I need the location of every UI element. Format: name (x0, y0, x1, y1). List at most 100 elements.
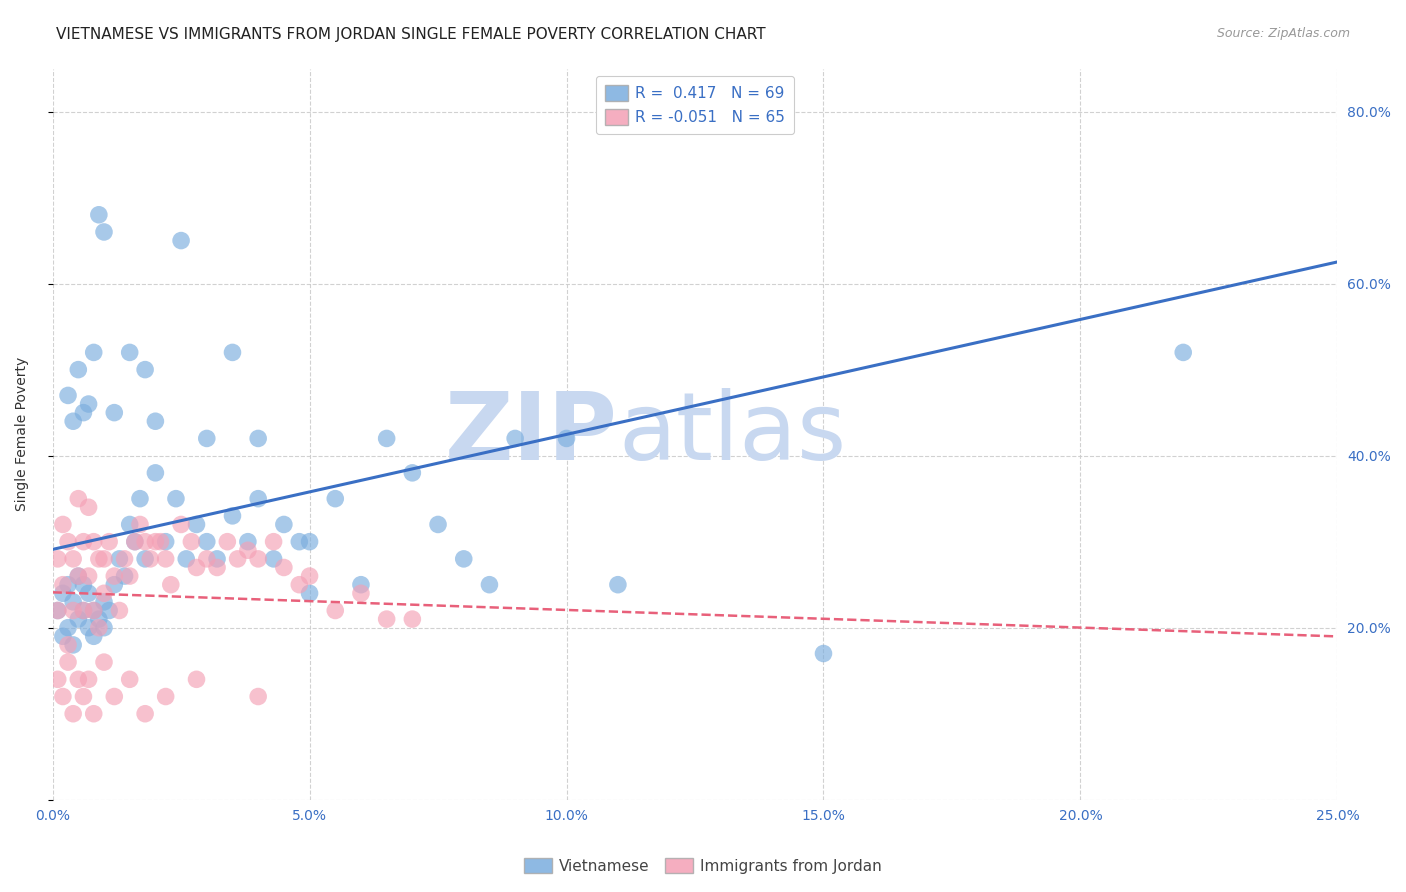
Point (478, 577, 501, 591)
Point (83, 629, 105, 643)
Point (87, 552, 110, 566)
Point (52, 517, 75, 532)
Point (77, 586, 100, 600)
Legend: Vietnamese, Immigrants from Jordan: Vietnamese, Immigrants from Jordan (517, 852, 889, 880)
Point (52, 690, 75, 704)
Point (77, 621, 100, 635)
Point (56, 534, 79, 549)
Point (87, 621, 110, 635)
Point (114, 569, 136, 583)
Point (56, 655, 79, 669)
Point (67, 569, 90, 583)
Point (186, 560, 208, 574)
Point (103, 569, 125, 583)
Point (247, 432, 270, 446)
Point (52, 577, 75, 591)
Point (62, 603, 84, 617)
Point (72, 406, 94, 420)
Point (149, 534, 172, 549)
Text: atlas: atlas (617, 388, 846, 480)
Point (62, 414, 84, 428)
Point (195, 432, 218, 446)
Point (56, 388, 79, 402)
Point (77, 673, 100, 687)
Point (236, 543, 259, 558)
Point (124, 534, 146, 549)
Point (98, 603, 121, 617)
Point (77, 569, 100, 583)
Point (56, 621, 79, 635)
Point (186, 517, 208, 532)
Point (323, 603, 346, 617)
Point (134, 534, 156, 549)
Text: Source: ZipAtlas.com: Source: ZipAtlas.com (1216, 27, 1350, 40)
Point (427, 517, 450, 532)
Point (273, 560, 295, 574)
Point (180, 534, 202, 549)
Point (174, 552, 197, 566)
Point (67, 491, 90, 506)
Point (46, 603, 69, 617)
Point (62, 595, 84, 609)
Point (87, 612, 110, 626)
Point (67, 569, 90, 583)
Point (46, 552, 69, 566)
Point (87, 208, 110, 222)
Point (93, 655, 115, 669)
Point (375, 612, 398, 626)
Point (103, 406, 125, 420)
Point (83, 534, 105, 549)
Point (56, 638, 79, 652)
Point (118, 517, 141, 532)
Point (62, 638, 84, 652)
Point (273, 517, 295, 532)
Point (555, 432, 578, 446)
Point (288, 534, 311, 549)
Point (93, 225, 115, 239)
Point (401, 612, 423, 626)
Point (72, 603, 94, 617)
Point (72, 690, 94, 704)
Point (46, 673, 69, 687)
Point (205, 560, 228, 574)
Point (226, 552, 249, 566)
Point (145, 534, 167, 549)
Point (118, 569, 141, 583)
Point (46, 603, 69, 617)
Point (114, 552, 136, 566)
Point (93, 552, 115, 566)
Point (205, 552, 228, 566)
Point (98, 534, 121, 549)
Point (813, 647, 835, 661)
Point (83, 345, 105, 359)
Text: VIETNAMESE VS IMMIGRANTS FROM JORDAN SINGLE FEMALE POVERTY CORRELATION CHART: VIETNAMESE VS IMMIGRANTS FROM JORDAN SIN… (56, 27, 766, 42)
Point (186, 673, 208, 687)
Point (263, 552, 285, 566)
Point (124, 534, 146, 549)
Point (217, 534, 239, 549)
Point (108, 603, 131, 617)
Point (67, 362, 90, 376)
Point (155, 690, 177, 704)
Point (195, 552, 218, 566)
Point (145, 466, 167, 480)
Point (155, 534, 177, 549)
Point (453, 552, 475, 566)
Point (77, 500, 100, 515)
Point (195, 534, 218, 549)
Y-axis label: Single Female Poverty: Single Female Poverty (15, 357, 30, 511)
Point (221, 345, 243, 359)
Point (375, 432, 398, 446)
Point (56, 577, 79, 591)
Point (145, 414, 167, 428)
Point (72, 577, 94, 591)
Point (134, 362, 156, 376)
Point (93, 586, 115, 600)
Point (159, 577, 181, 591)
Point (83, 603, 105, 617)
Point (108, 552, 131, 566)
Point (67, 673, 90, 687)
Point (298, 569, 321, 583)
Point (503, 432, 526, 446)
Point (170, 517, 193, 532)
